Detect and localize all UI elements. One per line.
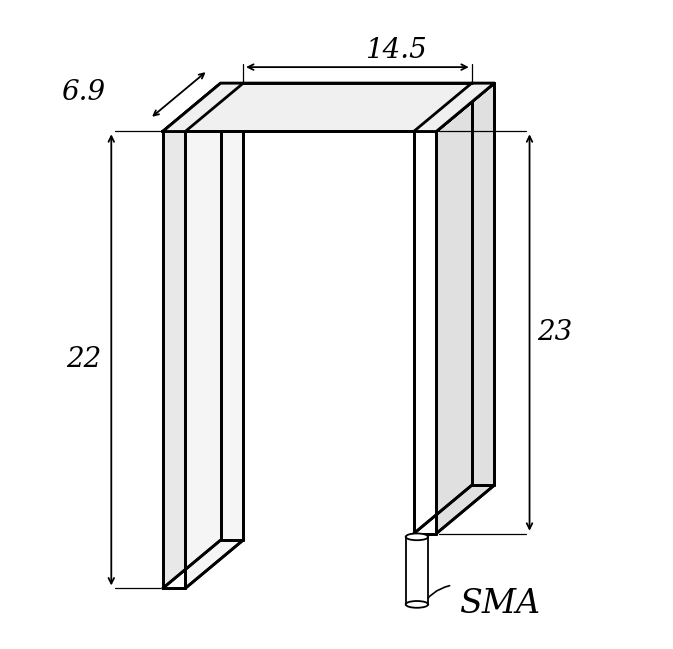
Polygon shape [163,83,221,588]
Text: 23: 23 [537,319,573,346]
Polygon shape [185,83,243,588]
Text: SMA: SMA [459,588,540,620]
Ellipse shape [406,601,428,607]
Polygon shape [436,83,494,533]
Polygon shape [163,83,494,132]
Ellipse shape [406,533,428,540]
Text: 14.5: 14.5 [365,37,427,64]
Text: 22: 22 [67,347,102,373]
Text: 6.9: 6.9 [61,79,105,106]
Polygon shape [163,83,494,132]
Bar [406,537,428,604]
